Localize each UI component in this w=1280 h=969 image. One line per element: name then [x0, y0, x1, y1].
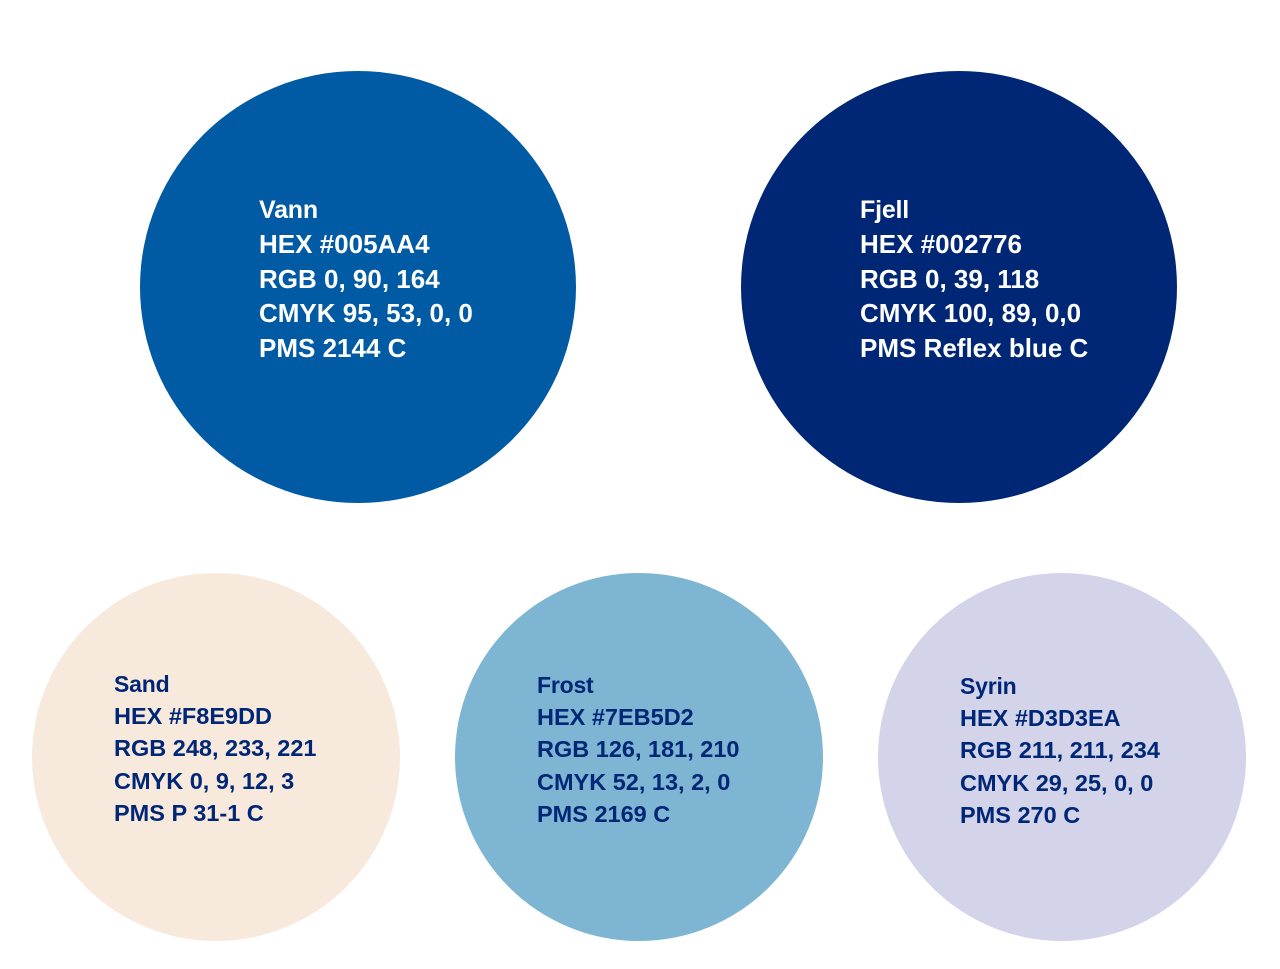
pms-value: PMS P 31-1 C: [114, 799, 264, 826]
hex-value: HEX #7EB5D2: [537, 704, 694, 730]
swatch-label-syrin: Syrin HEX #D3D3EA RGB 211, 211, 234 CMYK…: [960, 670, 1160, 831]
color-swatch-frost: Frost HEX #7EB5D2 RGB 126, 181, 210 CMYK…: [455, 573, 823, 941]
hex-value: HEX #005AA4: [259, 229, 430, 259]
color-name: Sand: [114, 671, 170, 697]
rgb-value: RGB 248, 233, 221: [114, 735, 317, 762]
hex-value: HEX #002776: [860, 229, 1022, 259]
hex-value: HEX #D3D3EA: [960, 705, 1121, 731]
color-swatch-fjell: Fjell HEX #002776 RGB 0, 39, 118 CMYK 10…: [741, 71, 1177, 503]
color-swatch-vann: Vann HEX #005AA4 RGB 0, 90, 164 CMYK 95,…: [140, 71, 576, 503]
pms-value: PMS 270 C: [960, 801, 1081, 828]
rgb-value: RGB 211, 211, 234: [960, 737, 1160, 764]
color-name: Syrin: [960, 673, 1017, 699]
swatch-label-frost: Frost HEX #7EB5D2 RGB 126, 181, 210 CMYK…: [537, 669, 740, 830]
color-name: Vann: [259, 196, 318, 224]
swatch-label-sand: Sand HEX #F8E9DD RGB 248, 233, 221 CMYK …: [114, 668, 317, 829]
rgb-value: RGB 0, 90, 164: [259, 263, 440, 294]
color-name: Frost: [537, 672, 594, 698]
rgb-value: RGB 0, 39, 118: [860, 263, 1040, 294]
color-swatch-syrin: Syrin HEX #D3D3EA RGB 211, 211, 234 CMYK…: [878, 573, 1246, 941]
cmyk-value: CMYK 100, 89, 0,0: [860, 298, 1082, 328]
hex-value: HEX #F8E9DD: [114, 703, 273, 729]
cmyk-value: CMYK 52, 13, 2, 0: [537, 768, 731, 795]
swatch-label-vann: Vann HEX #005AA4 RGB 0, 90, 164 CMYK 95,…: [259, 193, 473, 365]
pms-value: PMS 2169 C: [537, 800, 671, 827]
swatch-label-fjell: Fjell HEX #002776 RGB 0, 39, 118 CMYK 10…: [860, 193, 1088, 365]
cmyk-value: CMYK 95, 53, 0, 0: [259, 298, 473, 328]
rgb-value: RGB 126, 181, 210: [537, 736, 740, 763]
cmyk-value: CMYK 0, 9, 12, 3: [114, 767, 295, 794]
pms-value: PMS 2144 C: [259, 332, 407, 363]
color-name: Fjell: [860, 196, 910, 224]
pms-value: PMS Reflex blue C: [860, 332, 1089, 363]
color-swatch-sand: Sand HEX #F8E9DD RGB 248, 233, 221 CMYK …: [32, 573, 400, 941]
cmyk-value: CMYK 29, 25, 0, 0: [960, 769, 1154, 796]
